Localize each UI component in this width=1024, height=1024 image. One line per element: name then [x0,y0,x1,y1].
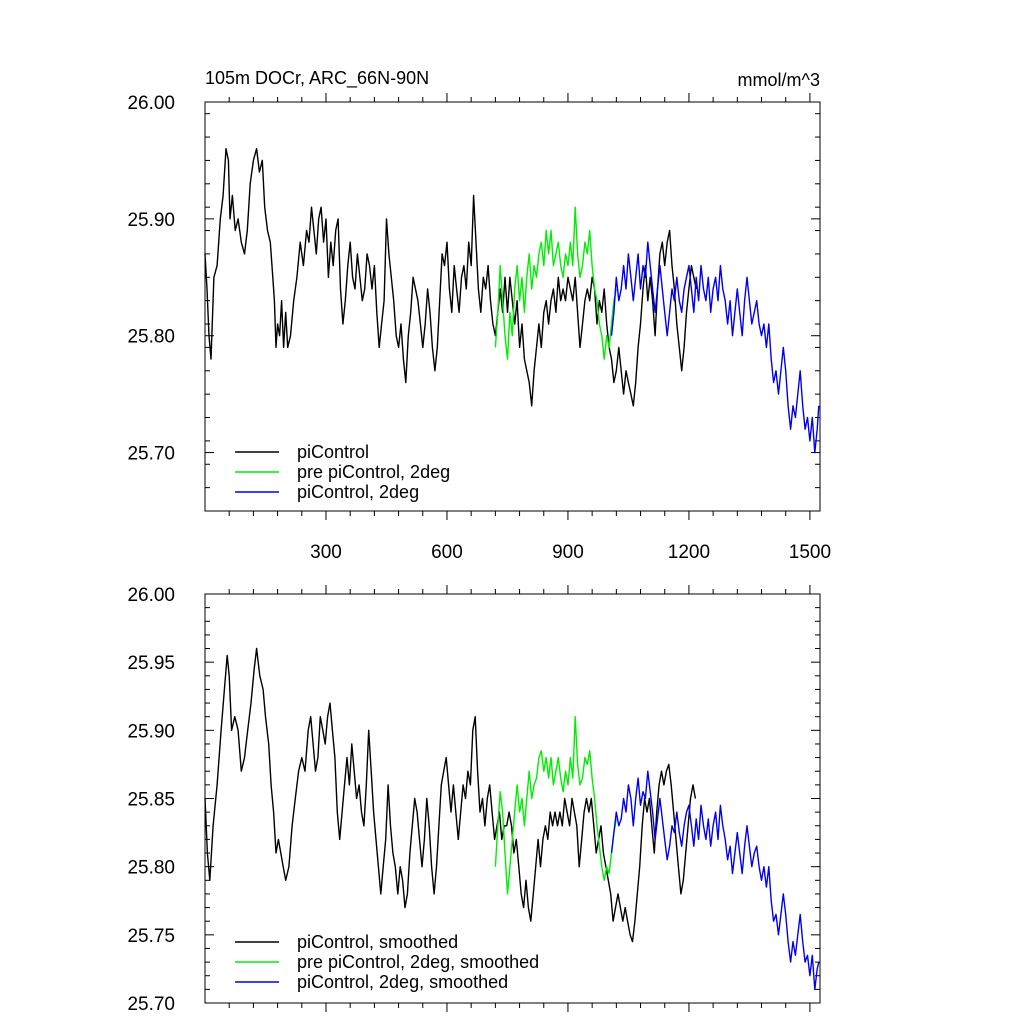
x-tick-label: 300 [310,542,342,563]
y-tick-label: 25.80 [127,327,175,348]
x-tick-label: 1500 [789,542,831,563]
y-tick-label: 25.70 [127,444,175,465]
legend-label: piControl, 2deg, smoothed [297,972,508,992]
y-tick-label: 25.80 [127,858,175,879]
y-tick-label: 26.00 [127,93,175,114]
plot-title-left: 105m DOCr, ARC_66N-90N [205,68,429,89]
legend-label: pre piControl, 2deg [297,462,450,482]
y-tick-label: 25.90 [127,210,175,231]
series-line-0 [204,647,697,943]
series-line-1 [494,206,617,360]
series-line-0 [204,148,697,407]
x-tick-label: 600 [431,542,463,563]
y-tick-label: 26.00 [127,585,175,606]
y-tick-label: 25.75 [127,926,175,947]
y-tick-label: 25.85 [127,790,175,811]
plot-title-right: mmol/m^3 [738,70,820,90]
legend-label: pre piControl, 2deg, smoothed [297,952,539,972]
bottom-panel: 25.70 25.75 25.80 25.85 25.90 25.95 26.00 piCon… [127,585,821,1015]
series-line-2 [610,770,820,991]
plot-frame [204,101,821,512]
series-line-1 [494,716,617,895]
legend-label: piControl, smoothed [297,932,458,952]
legend-label: piControl, 2deg [297,482,419,502]
legend-label: piControl [297,442,369,462]
series-line-2 [610,241,820,454]
top-panel: 300 600 900 1200 1500 25.70 25.80 25.90 26.00 piC… [127,93,831,563]
x-tick-label: 900 [552,542,584,563]
y-tick-label: 25.70 [127,994,175,1015]
y-tick-label: 25.95 [127,653,175,674]
y-tick-label: 25.90 [127,721,175,742]
x-tick-label: 1200 [668,542,710,563]
